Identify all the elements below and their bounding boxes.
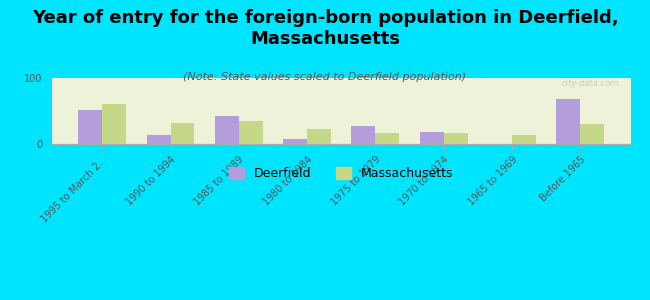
Text: (Note: State values scaled to Deerfield population): (Note: State values scaled to Deerfield …: [183, 72, 467, 82]
Bar: [420, 132, 444, 144]
Bar: [170, 123, 194, 144]
Bar: [147, 135, 170, 144]
Bar: [239, 121, 263, 144]
Bar: [78, 110, 102, 144]
Bar: [283, 139, 307, 144]
Bar: [307, 130, 331, 144]
Text: Year of entry for the foreign-born population in Deerfield,
Massachusetts: Year of entry for the foreign-born popul…: [32, 9, 618, 48]
Legend: Deerfield, Massachusetts: Deerfield, Massachusetts: [224, 162, 459, 185]
Bar: [102, 104, 126, 144]
Bar: [580, 124, 605, 144]
Text: city-data.com: city-data.com: [562, 79, 619, 88]
Bar: [376, 133, 399, 144]
Bar: [215, 116, 239, 144]
Bar: [444, 133, 467, 144]
Bar: [556, 99, 580, 144]
Bar: [512, 135, 536, 144]
Bar: [352, 125, 376, 144]
